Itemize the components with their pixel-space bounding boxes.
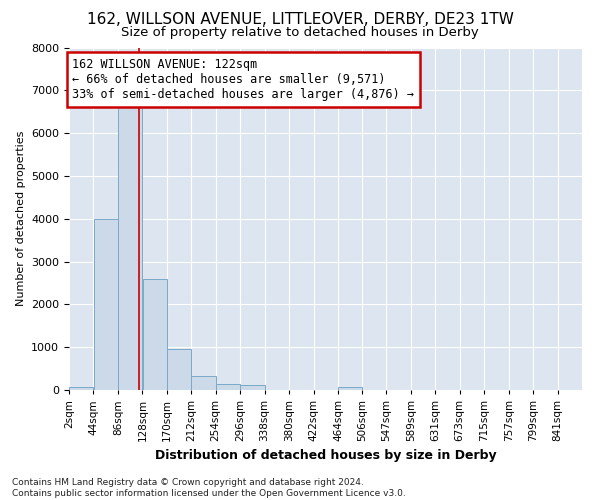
Text: Size of property relative to detached houses in Derby: Size of property relative to detached ho… — [121, 26, 479, 39]
Bar — [167, 350, 191, 390]
Text: 162, WILLSON AVENUE, LITTLEOVER, DERBY, DE23 1TW: 162, WILLSON AVENUE, LITTLEOVER, DERBY, … — [86, 12, 514, 28]
Bar — [241, 385, 265, 390]
Bar — [118, 108, 142, 390]
Text: Contains HM Land Registry data © Crown copyright and database right 2024.
Contai: Contains HM Land Registry data © Crown c… — [12, 478, 406, 498]
Bar — [94, 219, 118, 390]
Bar — [191, 376, 215, 390]
Bar — [143, 278, 167, 390]
X-axis label: Distribution of detached houses by size in Derby: Distribution of detached houses by size … — [155, 450, 496, 462]
Bar — [338, 387, 362, 390]
Y-axis label: Number of detached properties: Number of detached properties — [16, 131, 26, 306]
Bar — [216, 384, 240, 390]
Text: 162 WILLSON AVENUE: 122sqm
← 66% of detached houses are smaller (9,571)
33% of s: 162 WILLSON AVENUE: 122sqm ← 66% of deta… — [73, 58, 415, 101]
Bar — [69, 387, 94, 390]
